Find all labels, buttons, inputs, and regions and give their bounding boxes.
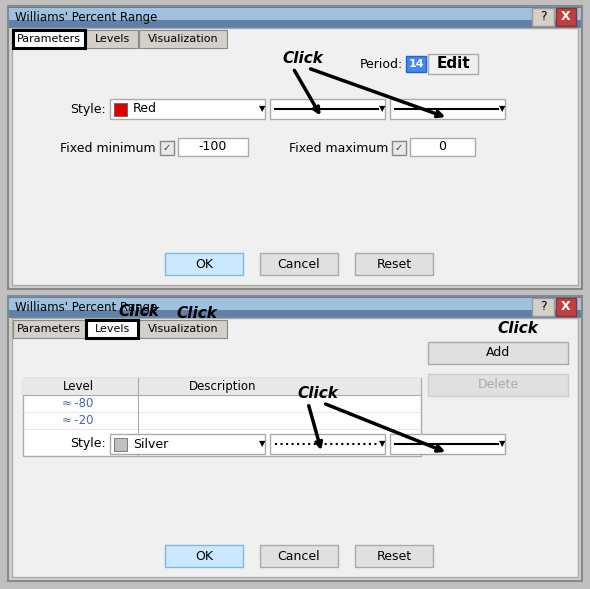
Text: Visualization: Visualization [148,34,218,44]
Text: Click: Click [297,386,339,401]
FancyBboxPatch shape [532,298,554,316]
Text: Level: Level [63,380,94,393]
Text: -100: -100 [199,141,227,154]
FancyBboxPatch shape [13,320,85,338]
Text: Cancel: Cancel [278,550,320,562]
Text: OK: OK [195,550,213,562]
FancyBboxPatch shape [9,298,581,310]
Text: Parameters: Parameters [17,34,81,44]
Text: Williams' Percent Range: Williams' Percent Range [15,300,158,313]
FancyBboxPatch shape [428,374,568,396]
FancyBboxPatch shape [428,342,568,364]
Text: ?: ? [540,300,546,313]
FancyBboxPatch shape [9,297,581,318]
Text: ≈ -20: ≈ -20 [63,414,94,427]
FancyBboxPatch shape [406,56,426,72]
FancyBboxPatch shape [532,8,554,26]
Text: Levels: Levels [94,34,130,44]
FancyBboxPatch shape [410,138,475,156]
FancyBboxPatch shape [12,318,578,577]
Text: 0: 0 [438,141,446,154]
FancyBboxPatch shape [23,378,421,395]
FancyBboxPatch shape [110,434,265,454]
FancyBboxPatch shape [114,438,127,451]
Text: Levels: Levels [94,324,130,334]
Text: Click: Click [118,304,159,319]
Text: ?: ? [540,11,546,24]
FancyBboxPatch shape [390,434,505,454]
Text: Click: Click [176,306,217,321]
Text: Click: Click [497,321,539,336]
Text: ▼: ▼ [379,439,385,448]
Text: Williams' Percent Range: Williams' Percent Range [15,11,158,24]
FancyBboxPatch shape [13,30,85,48]
Text: ▼: ▼ [499,439,505,448]
FancyBboxPatch shape [139,320,227,338]
FancyBboxPatch shape [86,30,138,48]
Text: Style:: Style: [70,102,106,115]
Text: Reset: Reset [376,550,412,562]
Text: Style:: Style: [70,438,106,451]
Text: ✓: ✓ [395,143,403,153]
Text: Visualization: Visualization [148,324,218,334]
FancyBboxPatch shape [114,103,127,116]
Text: ▼: ▼ [379,104,385,114]
FancyBboxPatch shape [12,28,578,285]
FancyBboxPatch shape [355,545,433,567]
Text: ▼: ▼ [499,104,505,114]
FancyBboxPatch shape [86,320,138,338]
FancyBboxPatch shape [260,545,338,567]
FancyBboxPatch shape [178,138,248,156]
Text: Add: Add [486,346,510,359]
Text: Reset: Reset [376,257,412,270]
FancyBboxPatch shape [9,8,581,20]
FancyBboxPatch shape [270,434,385,454]
Text: Period:: Period: [360,58,403,71]
FancyBboxPatch shape [392,141,406,155]
FancyBboxPatch shape [390,99,505,119]
Text: X: X [561,11,571,24]
FancyBboxPatch shape [428,54,478,74]
Text: Parameters: Parameters [17,324,81,334]
FancyBboxPatch shape [556,298,576,316]
FancyBboxPatch shape [8,6,582,289]
Text: ≈ -80: ≈ -80 [63,397,94,410]
Text: Red: Red [133,102,157,115]
FancyBboxPatch shape [160,141,174,155]
Text: Description: Description [189,380,257,393]
Text: 14: 14 [408,59,424,69]
FancyBboxPatch shape [9,7,581,28]
Text: ▼: ▼ [259,104,266,114]
FancyBboxPatch shape [165,253,243,275]
FancyBboxPatch shape [110,99,265,119]
Text: Fixed minimum: Fixed minimum [60,141,156,154]
Text: ✓: ✓ [163,143,171,153]
FancyBboxPatch shape [355,253,433,275]
Text: Cancel: Cancel [278,257,320,270]
Text: Silver: Silver [133,438,168,451]
FancyBboxPatch shape [556,8,576,26]
FancyBboxPatch shape [270,99,385,119]
Text: Delete: Delete [477,379,519,392]
FancyBboxPatch shape [139,30,227,48]
FancyBboxPatch shape [260,253,338,275]
Text: Click: Click [283,51,323,66]
Text: OK: OK [195,257,213,270]
Text: ▼: ▼ [259,439,266,448]
Text: Fixed maximum: Fixed maximum [289,141,388,154]
FancyBboxPatch shape [23,378,421,456]
FancyBboxPatch shape [165,545,243,567]
Text: Edit: Edit [436,57,470,71]
Text: X: X [561,300,571,313]
FancyBboxPatch shape [8,296,582,581]
